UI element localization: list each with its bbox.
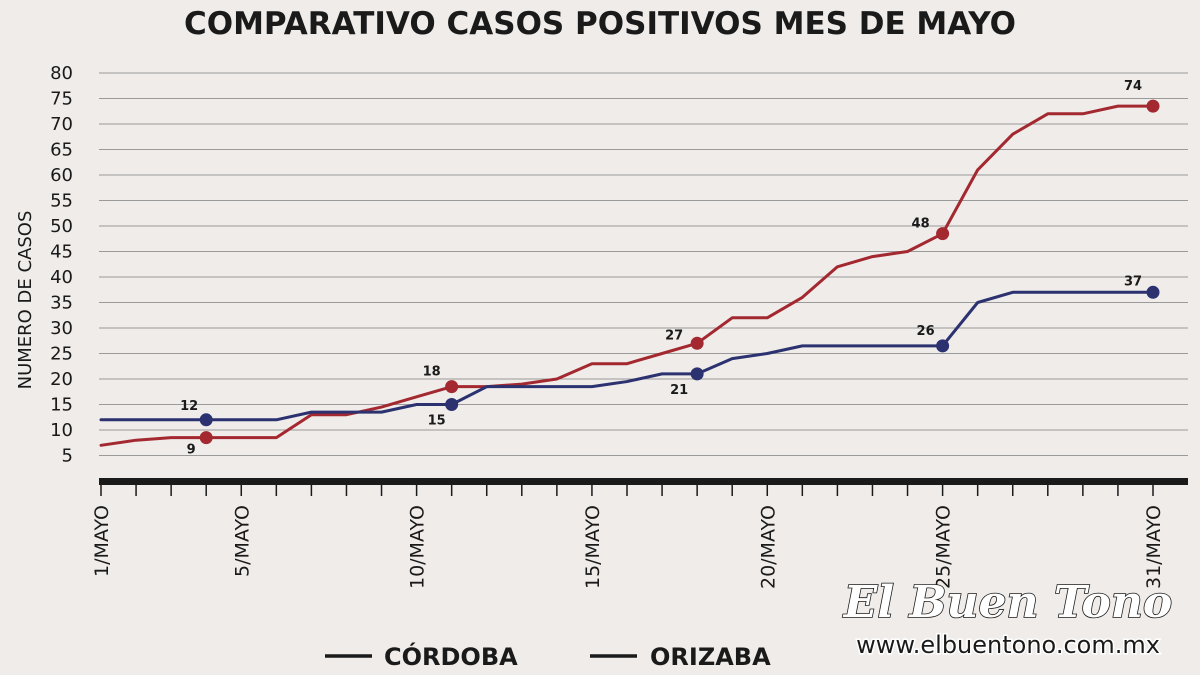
watermark-url: www.elbuentono.com.mx [856,631,1160,659]
y-tick-label: 10 [50,420,73,441]
series-line-orizaba [99,290,1155,422]
data-label: 27 [665,328,683,343]
data-markers [199,99,1160,445]
x-tick-label: 1/MAYO [91,505,113,577]
watermark: El Buen Tono www.elbuentono.com.mx [841,576,1173,660]
y-tick-label: 80 [50,63,73,84]
y-tick-label: 20 [50,369,73,390]
legend-label: CÓRDOBA [384,641,518,671]
y-tick-label: 25 [50,344,73,365]
y-tick-label: 50 [50,216,73,237]
data-marker [690,367,704,381]
series-lines [99,104,1155,447]
data-marker [199,413,213,427]
data-marker [690,336,704,350]
data-label: 21 [670,383,688,398]
y-tick-label: 15 [50,395,73,416]
data-label: 18 [423,365,441,380]
y-tick-label: 75 [50,89,73,110]
data-labels: 9 18 27 48 74 12 15 21 26 37 [180,79,1142,458]
data-label: 12 [180,399,198,414]
x-tick-label: 20/MAYO [757,505,779,589]
y-axis-label: NUMERO DE CASOS [15,211,36,390]
data-marker [199,431,213,445]
x-axis-line [99,478,1188,485]
data-marker [1146,99,1160,113]
data-label: 74 [1124,79,1142,94]
y-tick-label: 70 [50,114,73,135]
y-tick-labels: 5 10 15 20 25 30 35 40 45 50 55 60 65 70 75 80 [50,63,73,467]
data-marker [936,339,950,353]
y-tick-label: 60 [50,165,73,186]
data-label: 26 [917,324,935,339]
x-tick-labels: 1/MAYO 5/MAYO 10/MAYO 15/MAYO 20/MAYO 25/MAYO… [91,505,1165,589]
data-marker [1146,285,1160,299]
data-label: 15 [428,414,446,429]
y-tick-label: 30 [50,318,73,339]
x-tick-label: 25/MAYO [933,505,955,589]
y-tick-label: 45 [50,242,73,263]
watermark-logo: El Buen Tono [842,577,1172,628]
y-tick-label: 40 [50,267,73,288]
data-marker [445,380,459,394]
data-label: 37 [1124,274,1142,289]
data-marker [445,398,459,411]
x-tick-label: 15/MAYO [582,505,604,589]
y-tick-label: 35 [50,293,73,314]
x-tick-label: 31/MAYO [1143,505,1165,589]
legend-label: ORIZABA [650,643,771,671]
data-label: 48 [912,217,930,232]
data-label: 9 [187,443,196,458]
series-line-córdoba [99,104,1155,447]
y-tick-label: 55 [50,191,73,212]
y-tick-label: 5 [62,446,73,467]
legend: CÓRDOBA ORIZABA [325,641,771,671]
y-tick-label: 65 [50,140,73,161]
grid [99,72,1188,456]
x-tick-label: 10/MAYO [407,505,429,589]
data-marker [936,227,950,241]
x-axis [99,478,1188,496]
x-tick-label: 5/MAYO [231,505,253,577]
chart-title: COMPARATIVO CASOS POSITIVOS MES DE MAYO [184,6,1016,42]
